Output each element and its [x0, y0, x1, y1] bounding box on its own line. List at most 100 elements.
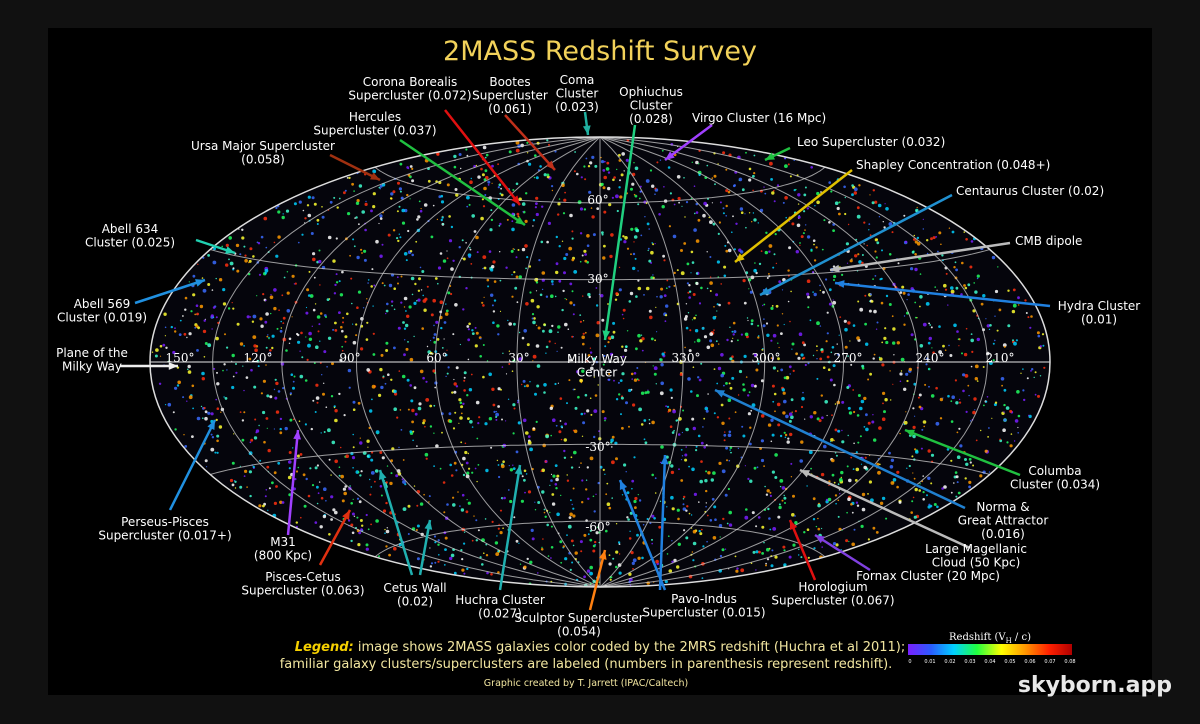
- galaxy-dot: [807, 295, 810, 299]
- galaxy-dot: [597, 481, 600, 485]
- galaxy-dot: [748, 178, 752, 182]
- galaxy-dot: [1027, 316, 1030, 319]
- galaxy-dot: [762, 304, 764, 307]
- galaxy-dot: [282, 213, 284, 215]
- galaxy-dot: [513, 271, 516, 274]
- label-line: Abell 634: [102, 222, 159, 236]
- galaxy-dot: [892, 341, 896, 345]
- galaxy-dot: [954, 379, 958, 382]
- galaxy-dot: [196, 349, 199, 352]
- galaxy-dot: [750, 319, 754, 323]
- galaxy-dot: [740, 333, 744, 336]
- galaxy-dot: [496, 324, 500, 328]
- galaxy-dot: [445, 303, 447, 305]
- galaxy-dot: [692, 293, 696, 296]
- arrow-line: [399, 138, 526, 227]
- galaxy-dot: [330, 474, 332, 476]
- galaxy-dot: [579, 260, 582, 263]
- galaxy-dot: [407, 229, 410, 233]
- galaxy-dot: [691, 319, 694, 321]
- galaxy-dot: [424, 452, 429, 457]
- galaxy-dot: [273, 501, 277, 505]
- galaxy-dot: [667, 166, 671, 169]
- galaxy-dot: [864, 456, 867, 459]
- galaxy-dot: [857, 253, 860, 256]
- galaxy-dot: [593, 376, 595, 378]
- galaxy-dot: [586, 466, 589, 469]
- galaxy-dot: [634, 194, 638, 198]
- galaxy-dot: [381, 456, 385, 460]
- galaxy-dot: [788, 412, 793, 417]
- galaxy-dot: [569, 282, 573, 286]
- galaxy-dot: [528, 162, 532, 166]
- galaxy-dot: [412, 439, 414, 442]
- galaxy-dot: [762, 348, 764, 350]
- galaxy-dot: [906, 379, 909, 383]
- galaxy-dot: [881, 417, 886, 422]
- galaxy-dot: [685, 536, 689, 540]
- galaxy-dot: [341, 329, 344, 333]
- galaxy-dot: [762, 324, 766, 328]
- galaxy-dot: [688, 296, 691, 299]
- galaxy-dot: [477, 529, 480, 532]
- galaxy-dot: [331, 362, 334, 366]
- galaxy-dot: [342, 487, 346, 491]
- galaxy-dot: [579, 378, 583, 383]
- galaxy-dot: [672, 234, 677, 239]
- galaxy-dot: [409, 165, 413, 168]
- arrow-head: [293, 430, 302, 440]
- galaxy-dot: [922, 218, 924, 220]
- galaxy-dot: [316, 485, 319, 489]
- galaxy-dot: [273, 241, 276, 244]
- galaxy-dot: [780, 368, 784, 372]
- galaxy-dot: [246, 315, 250, 319]
- galaxy-dot: [854, 254, 858, 258]
- galaxy-dot: [910, 511, 913, 514]
- galaxy-dot: [379, 367, 383, 372]
- galaxy-dot: [429, 565, 433, 568]
- galaxy-dot: [188, 332, 192, 336]
- galaxy-dot: [745, 151, 747, 154]
- galaxy-dot: [637, 333, 641, 338]
- arrow-head: [905, 429, 915, 437]
- galaxy-dot: [802, 232, 805, 235]
- galaxy-dot: [228, 236, 232, 240]
- galaxy-dot: [497, 464, 500, 466]
- galaxy-dot: [346, 312, 349, 316]
- galaxy-dot: [311, 325, 313, 327]
- galaxy-dot: [499, 222, 502, 226]
- galaxy-dot: [471, 214, 476, 218]
- galaxy-dot: [892, 478, 897, 482]
- galaxy-dot: [985, 400, 988, 403]
- galaxy-dot: [794, 515, 796, 517]
- galaxy-dot: [605, 167, 610, 171]
- galaxy-dot: [266, 335, 269, 338]
- galaxy-dot: [957, 491, 961, 495]
- galaxy-dot: [916, 206, 918, 209]
- cluster-label: Cetus Wall (0.02): [383, 581, 446, 609]
- galaxy-dot: [425, 457, 428, 460]
- galaxy-dot: [1025, 312, 1028, 314]
- galaxy-dot: [344, 335, 348, 339]
- galaxy-dot: [615, 523, 618, 525]
- galaxy-dot: [650, 250, 654, 255]
- galaxy-dot: [648, 259, 652, 263]
- label-line: Cluster: [556, 87, 599, 101]
- galaxy-dot: [182, 315, 184, 317]
- galaxy-dot: [739, 207, 744, 211]
- galaxy-dot: [967, 384, 970, 387]
- galaxy-dot: [819, 289, 821, 292]
- galaxy-dot: [535, 176, 539, 180]
- galaxy-dot: [618, 266, 621, 269]
- galaxy-dot: [787, 269, 790, 272]
- galaxy-dot: [525, 302, 529, 306]
- galaxy-dot: [430, 339, 432, 342]
- galaxy-dot: [475, 400, 480, 405]
- galaxy-dot: [942, 397, 944, 399]
- galaxy-dot: [232, 375, 235, 378]
- galaxy-dot: [791, 513, 795, 517]
- galaxy-dot: [311, 196, 315, 200]
- galaxy-dot: [440, 218, 443, 222]
- galaxy-dot: [950, 459, 953, 462]
- galaxy-dot: [938, 350, 942, 354]
